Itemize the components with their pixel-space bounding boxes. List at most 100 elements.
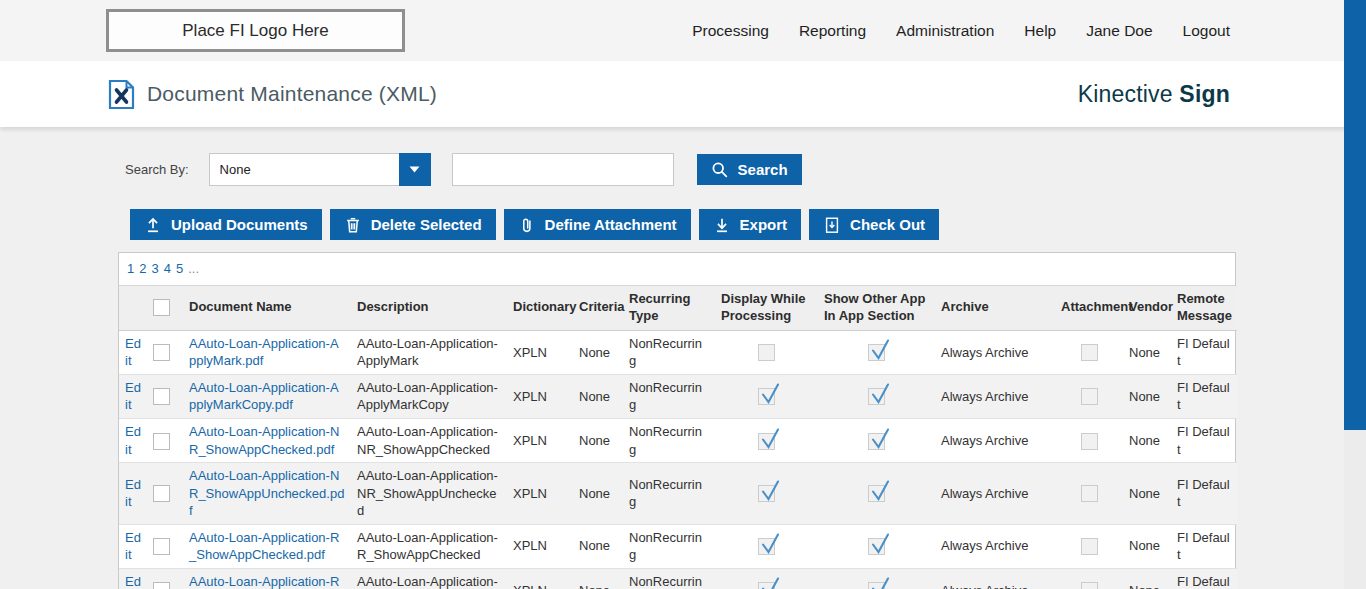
documents-table-container: 12345... Document Name Description Dicti… [118, 252, 1236, 589]
nav-item-help[interactable]: Help [1024, 22, 1056, 40]
col-document-name: Document Name [183, 286, 351, 330]
define-attachment-button[interactable]: Define Attachment [504, 209, 691, 240]
attachment-checkbox[interactable] [1081, 582, 1098, 589]
check-out-button[interactable]: Check Out [809, 209, 939, 240]
check-out-label: Check Out [850, 216, 925, 233]
col-description: Description [351, 286, 507, 330]
page-link-4[interactable]: 4 [164, 261, 171, 276]
edit-link[interactable]: Edit [125, 574, 141, 589]
display-while-processing-checkbox[interactable] [758, 538, 775, 555]
nav-item-administration[interactable]: Administration [896, 22, 994, 40]
search-input[interactable] [452, 153, 674, 186]
vendor-cell: None [1123, 463, 1171, 525]
edit-link[interactable]: Edit [125, 380, 141, 413]
export-button[interactable]: Export [699, 209, 802, 240]
row-select-checkbox[interactable] [153, 388, 170, 405]
show-other-app-checkbox[interactable] [868, 388, 885, 405]
description-cell: AAuto-Loan-Application-NR_ShowAppChecked [351, 418, 507, 462]
document-name-link[interactable]: AAuto-Loan-Application-NR_ShowAppChecked… [189, 424, 339, 457]
upload-documents-button[interactable]: Upload Documents [130, 209, 322, 240]
page-link-5[interactable]: 5 [176, 261, 183, 276]
nav-item-processing[interactable]: Processing [692, 22, 769, 40]
row-select-checkbox[interactable] [153, 344, 170, 361]
col-remote-message: Remote Message [1171, 286, 1237, 330]
dictionary-cell: XPLN [507, 418, 573, 462]
archive-cell: Always Archive [935, 418, 1055, 462]
table-header-row: Document Name Description Dictionary Cri… [119, 286, 1237, 330]
display-while-processing-checkbox[interactable] [758, 433, 775, 450]
dictionary-cell: XPLN [507, 524, 573, 568]
recurring-type-cell: NonRecurring [623, 463, 715, 525]
remote-message-cell: FI Default [1171, 524, 1237, 568]
attachment-checkbox[interactable] [1081, 485, 1098, 502]
document-name-link[interactable]: AAuto-Loan-Application-ApplyMarkCopy.pdf [189, 380, 339, 413]
col-vendor: Vendor [1123, 286, 1171, 330]
vertical-scrollbar[interactable] [1344, 0, 1366, 589]
display-while-processing-checkbox[interactable] [758, 582, 775, 589]
dictionary-cell: XPLN [507, 463, 573, 525]
document-name-link[interactable]: AAuto-Loan-Application-R_ShowAppUnchecke… [189, 574, 339, 589]
show-other-app-checkbox[interactable] [868, 582, 885, 589]
table-row: Edit AAuto-Loan-Application-ApplyMarkCop… [119, 374, 1237, 418]
delete-selected-label: Delete Selected [371, 216, 482, 233]
search-icon [711, 161, 729, 179]
criteria-cell: None [573, 418, 623, 462]
document-name-link[interactable]: AAuto-Loan-Application-ApplyMark.pdf [189, 336, 339, 369]
criteria-cell: None [573, 374, 623, 418]
nav-item-jane-doe[interactable]: Jane Doe [1086, 22, 1152, 40]
nav-item-reporting[interactable]: Reporting [799, 22, 866, 40]
attachment-checkbox[interactable] [1081, 433, 1098, 450]
display-while-processing-checkbox[interactable] [758, 388, 775, 405]
row-select-checkbox[interactable] [153, 485, 170, 502]
edit-link[interactable]: Edit [125, 336, 141, 369]
pagination: 12345... [119, 253, 1235, 286]
page-link-3[interactable]: 3 [151, 261, 158, 276]
dictionary-cell: XPLN [507, 330, 573, 374]
col-dictionary: Dictionary [507, 286, 573, 330]
col-display-while-processing: Display While Processing [715, 286, 818, 330]
recurring-type-cell: NonRecurring [623, 418, 715, 462]
search-button[interactable]: Search [697, 154, 802, 185]
row-select-checkbox[interactable] [153, 582, 170, 589]
nav-item-logout[interactable]: Logout [1183, 22, 1230, 40]
upload-documents-label: Upload Documents [171, 216, 308, 233]
document-name-link[interactable]: AAuto-Loan-Application-R_ShowAppChecked.… [189, 530, 339, 563]
document-name-link[interactable]: AAuto-Loan-Application-NR_ShowAppUncheck… [189, 468, 344, 518]
select-all-checkbox[interactable] [153, 299, 170, 316]
vendor-cell: None [1123, 418, 1171, 462]
table-row: Edit AAuto-Loan-Application-NR_ShowAppCh… [119, 418, 1237, 462]
page-link-1[interactable]: 1 [127, 261, 134, 276]
documents-table: Document Name Description Dictionary Cri… [119, 286, 1237, 589]
archive-cell: Always Archive [935, 330, 1055, 374]
search-by-dropdown[interactable]: None [209, 153, 431, 186]
dropdown-button[interactable] [399, 153, 431, 186]
checkout-document-icon [823, 216, 841, 234]
scrollbar-thumb[interactable] [1344, 0, 1366, 430]
col-attachment: Attachment [1055, 286, 1123, 330]
attachment-checkbox[interactable] [1081, 388, 1098, 405]
trash-icon [344, 216, 362, 234]
delete-selected-button[interactable]: Delete Selected [330, 209, 496, 240]
dictionary-cell: XPLN [507, 374, 573, 418]
attachment-checkbox[interactable] [1081, 344, 1098, 361]
show-other-app-checkbox[interactable] [868, 344, 885, 361]
show-other-app-checkbox[interactable] [868, 485, 885, 502]
archive-cell: Always Archive [935, 463, 1055, 525]
show-other-app-checkbox[interactable] [868, 433, 885, 450]
description-cell: AAuto-Loan-Application-R_ShowAppChecked [351, 524, 507, 568]
edit-link[interactable]: Edit [125, 477, 141, 510]
display-while-processing-checkbox[interactable] [758, 344, 775, 361]
edit-link[interactable]: Edit [125, 530, 141, 563]
row-select-checkbox[interactable] [153, 538, 170, 555]
attachment-checkbox[interactable] [1081, 538, 1098, 555]
row-select-checkbox[interactable] [153, 433, 170, 450]
recurring-type-cell: NonRecurring [623, 330, 715, 374]
description-cell: AAuto-Loan-Application-ApplyMarkCopy [351, 374, 507, 418]
edit-link[interactable]: Edit [125, 424, 141, 457]
define-attachment-label: Define Attachment [545, 216, 677, 233]
show-other-app-checkbox[interactable] [868, 538, 885, 555]
display-while-processing-checkbox[interactable] [758, 485, 775, 502]
page-link-2[interactable]: 2 [139, 261, 146, 276]
document-maintenance-icon [108, 79, 135, 110]
criteria-cell: None [573, 330, 623, 374]
